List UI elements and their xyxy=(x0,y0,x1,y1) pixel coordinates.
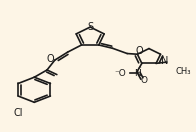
Text: CH₃: CH₃ xyxy=(175,67,191,76)
Text: O: O xyxy=(140,76,147,85)
Text: N: N xyxy=(134,69,141,78)
Text: Cl: Cl xyxy=(14,108,23,118)
Text: N: N xyxy=(161,56,168,66)
Text: ⁻O: ⁻O xyxy=(114,69,126,78)
Text: ⁺: ⁺ xyxy=(137,67,141,73)
Text: O: O xyxy=(135,46,143,56)
Text: O: O xyxy=(46,54,54,64)
Text: S: S xyxy=(87,22,93,32)
